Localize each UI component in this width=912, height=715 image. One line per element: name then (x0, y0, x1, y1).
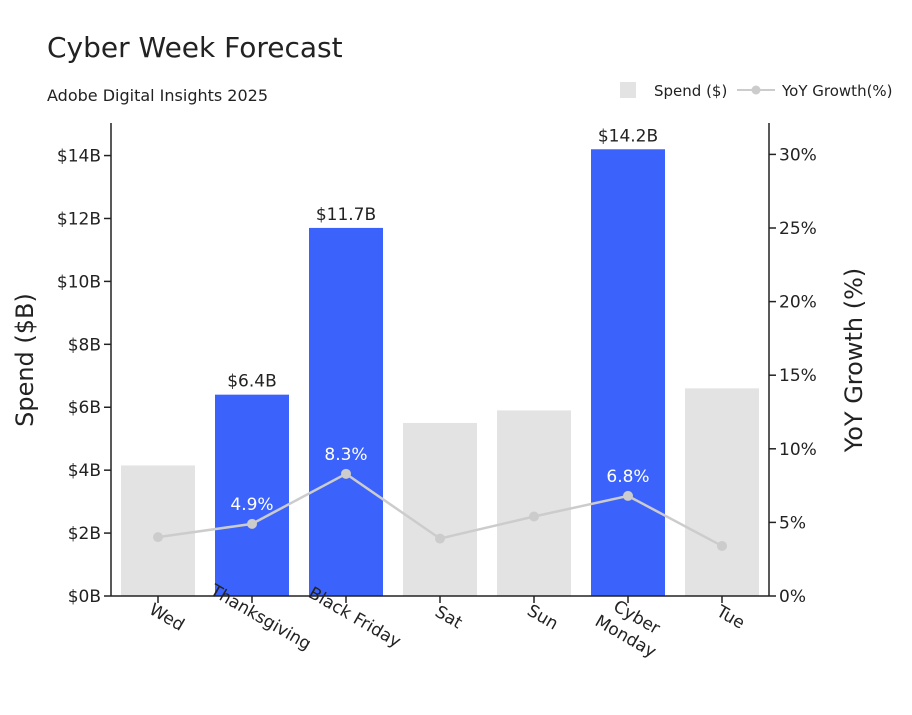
bar-value-label: $11.7B (316, 205, 376, 225)
chart-title: Cyber Week Forecast (47, 31, 343, 64)
x-tick-label: Sat (431, 602, 465, 633)
y2-axis-title: YoY Growth (%) (840, 268, 868, 453)
bar (685, 388, 759, 596)
bar (121, 465, 195, 596)
growth-point (529, 511, 539, 522)
growth-value-label: 4.9% (230, 495, 273, 515)
bar (309, 227, 383, 596)
bar (215, 394, 289, 596)
y2-tick-label: 15% (779, 366, 817, 386)
x-tick-label: CyberMonday (591, 592, 670, 662)
bar-value-label: $14.2B (598, 126, 658, 146)
x-tick-label: Sun (523, 601, 561, 634)
bars: $6.4B $11.7B $14.2B (121, 126, 759, 596)
y2-tick-label: 5% (779, 513, 806, 533)
y2-tick-label: 10% (779, 440, 817, 460)
growth-point (153, 532, 163, 543)
y-tick-label: $6B (68, 398, 101, 418)
y2-tick-label: 0% (779, 587, 806, 607)
growth-point (341, 468, 351, 479)
legend-bar-swatch (620, 82, 636, 98)
growth-point (623, 490, 633, 501)
growth-point (435, 533, 445, 544)
bar-value-label: $6.4B (227, 372, 277, 392)
y-tick-label: $8B (68, 335, 101, 355)
legend-growth-label: YoY Growth(%) (781, 82, 893, 100)
growth-value-label: 8.3% (324, 445, 367, 465)
y-tick-label: $0B (68, 587, 101, 607)
y-axis-title: Spend ($B) (11, 293, 39, 427)
bar (403, 422, 477, 596)
y2-tick-label: 30% (779, 145, 817, 165)
growth-value-label: 6.8% (606, 467, 649, 487)
y-tick-label: $14B (57, 147, 101, 167)
legend-spend-label: Spend ($) (654, 82, 727, 100)
y-tick-label: $10B (57, 272, 101, 292)
legend-line-marker (751, 85, 761, 95)
y-tick-label: $12B (57, 209, 101, 229)
growth-point (717, 540, 727, 551)
y-tick-label: $2B (68, 524, 101, 544)
growth-line-group: 4.9% 8.3% 6.8% (153, 445, 727, 551)
x-tick-label: Wed (145, 600, 187, 636)
x-tick-label: Tue (712, 601, 748, 633)
y2-tick-label: 25% (779, 219, 817, 239)
legend: Spend ($) YoY Growth(%) (620, 82, 893, 100)
y2-tick-label: 20% (779, 293, 817, 313)
chart-subtitle: Adobe Digital Insights 2025 (47, 86, 268, 105)
bar (497, 410, 571, 596)
bar (591, 149, 665, 596)
y-tick-label: $4B (68, 461, 101, 481)
growth-point (247, 518, 257, 529)
